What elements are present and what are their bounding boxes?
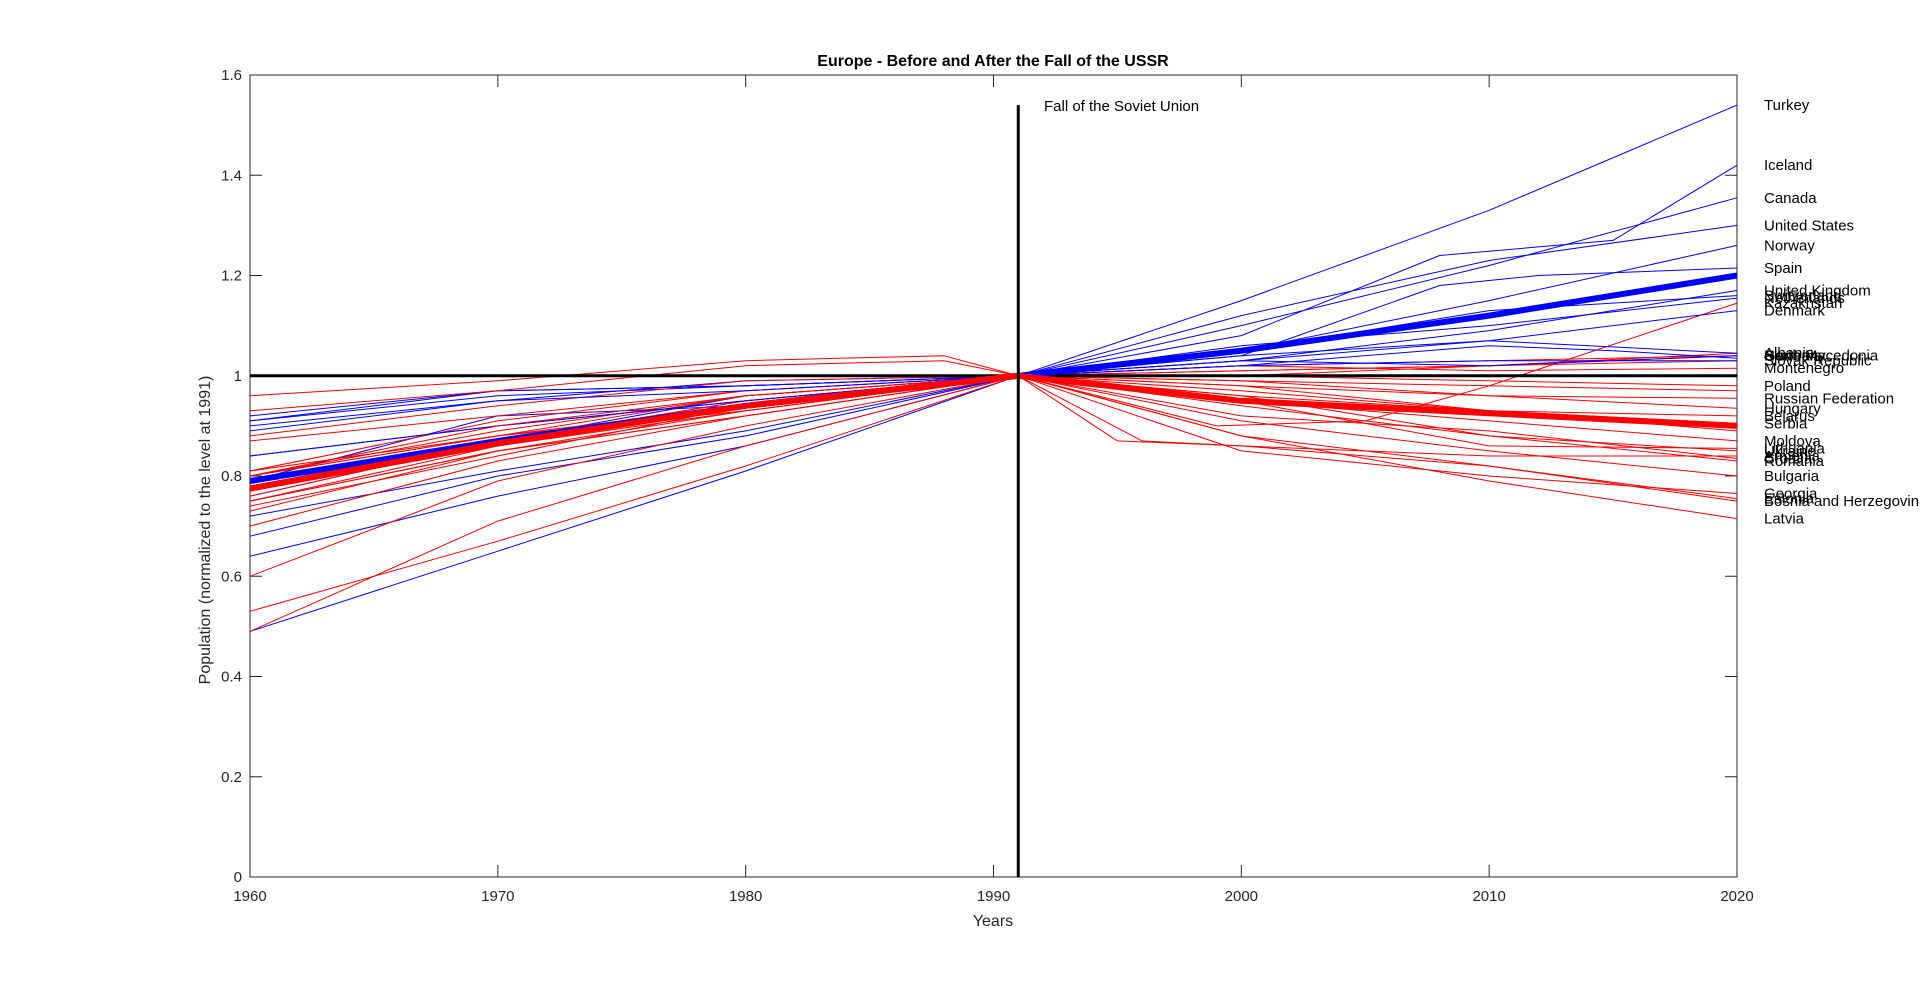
country-label-switzerland: Switzerland	[1764, 288, 1842, 305]
x-tick-label: 1990	[977, 888, 1010, 905]
country-label-latvia: Latvia	[1764, 511, 1805, 528]
country-label-slovenia: Slovenia	[1764, 348, 1822, 365]
series-line-turkey	[249, 104, 1738, 632]
country-label-norway: Norway	[1764, 237, 1815, 254]
country-label-estonia: Estonia	[1764, 491, 1815, 508]
y-tick-label: 1.6	[221, 67, 242, 84]
country-label-north-macedonia: North Macedonia	[1764, 348, 1879, 365]
country-label-montenegro: Montenegro	[1764, 360, 1844, 377]
y-tick-label: 0.4	[221, 669, 242, 686]
y-axis-label: Population (normalized to the level at 1…	[197, 376, 214, 685]
y-tick-label: 1	[234, 368, 242, 385]
country-label-netherlands: Netherlands	[1764, 290, 1845, 307]
country-label-canada: Canada	[1764, 190, 1817, 207]
country-label-turkey: Turkey	[1764, 97, 1810, 114]
y-tick-label: 0	[234, 869, 242, 886]
series-line	[249, 360, 1738, 412]
x-tick-label: 2000	[1225, 888, 1258, 905]
series-line-bosnia-and-herzegovina	[249, 375, 1738, 507]
y-tick-label: 0.2	[221, 769, 242, 786]
country-label-ukraine: Ukraine	[1764, 443, 1816, 460]
series-line-hungary	[249, 355, 1738, 409]
series-line-armenia	[249, 375, 1737, 632]
x-tick-label: 2020	[1720, 888, 1753, 905]
country-label-lithuania: Lithuania	[1764, 440, 1826, 457]
country-label-armenia: Armenia	[1764, 448, 1821, 465]
x-tick-label: 1970	[481, 888, 514, 905]
x-tick-label: 1980	[729, 888, 762, 905]
y-tick-label: 0.8	[221, 468, 242, 485]
x-tick-label: 1960	[233, 888, 266, 905]
country-label-romania: Romania	[1764, 453, 1825, 470]
country-label-poland: Poland	[1764, 378, 1811, 395]
country-label-croatia: Croatia	[1764, 450, 1813, 467]
country-label-russian-federation: Russian Federation	[1764, 390, 1894, 407]
event-annotation: Fall of the Soviet Union	[1044, 98, 1199, 115]
country-label-germany: Germany	[1764, 348, 1826, 365]
plot-area: 1960 1970 1980 1990 2000 2010 2020 0 0.2 0.4 0.6 0.…	[221, 67, 1920, 905]
country-label-denmark: Denmark	[1764, 303, 1825, 320]
country-label-hungary: Hungary	[1764, 400, 1821, 417]
series-line-serbia	[249, 375, 1738, 482]
y-tick-label: 1.4	[221, 167, 242, 184]
chart-title: Europe - Before and After the Fall of th…	[817, 53, 1169, 70]
country-label-bulgaria: Bulgaria	[1764, 468, 1820, 485]
series-line-norway	[249, 244, 1738, 457]
country-label-kazakhstan: Kazakhstan	[1764, 295, 1842, 312]
series-line-iceland	[249, 164, 1738, 537]
country-label-united-states: United States	[1764, 217, 1854, 234]
country-label-georgia: Georgia	[1764, 486, 1818, 503]
country-label-moldova: Moldova	[1764, 433, 1821, 450]
country-label-albania: Albania	[1764, 345, 1815, 362]
series-line-kazakhstan	[249, 302, 1738, 577]
country-label-slovak-republic: Slovak Republic	[1764, 353, 1872, 370]
x-axis-label: Years	[973, 913, 1013, 930]
country-label-spain: Spain	[1764, 260, 1802, 277]
country-label-belarus: Belarus	[1764, 408, 1815, 425]
country-label-bosnia-and-herzegovina: Bosnia and Herzegovina	[1764, 493, 1920, 510]
x-tick-label: 2010	[1472, 888, 1505, 905]
country-label-serbia: Serbia	[1764, 415, 1808, 432]
y-tick-label: 0.6	[221, 568, 242, 585]
country-label-united-kingdom: United Kingdom	[1764, 283, 1871, 300]
y-tick-label: 1.2	[221, 268, 242, 285]
country-label-iceland: Iceland	[1764, 157, 1812, 174]
